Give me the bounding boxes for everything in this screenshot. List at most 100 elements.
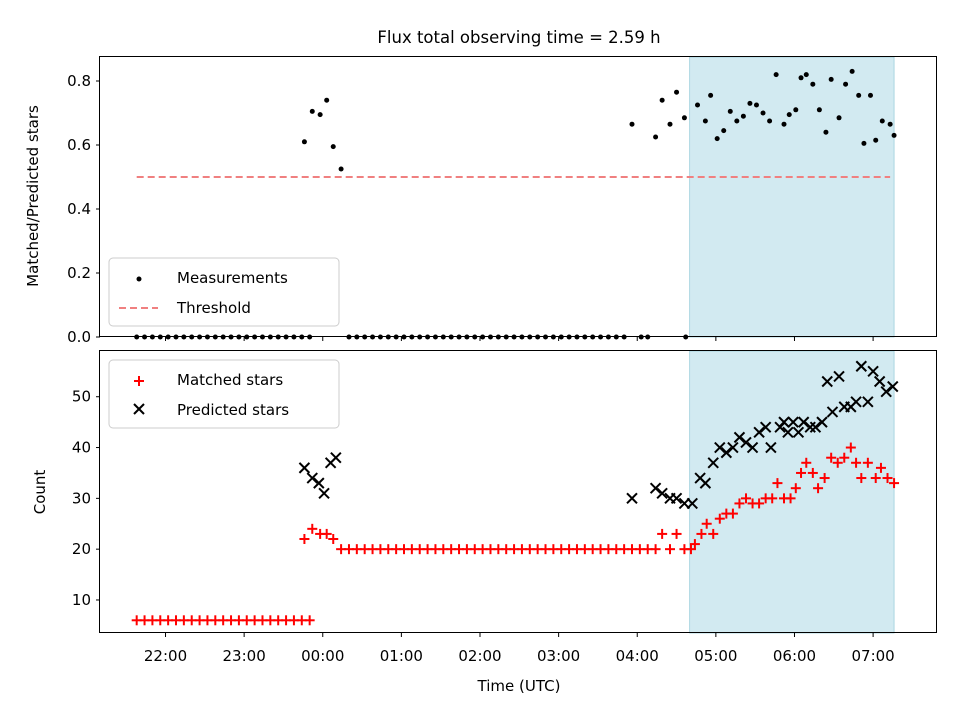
matched-star-point [862,457,873,468]
predicted-star-point [809,421,822,433]
measurement-point [301,139,307,145]
bottom-y-tick-label: 50 [72,388,91,406]
predicted-star-point [765,441,777,454]
bottom-y-tick-label: 40 [72,439,91,457]
matched-star-point [685,544,696,555]
bottom-y-tick-label: 30 [72,489,91,507]
x-tick-label: 00:00 [301,647,344,665]
matched-star-point [785,493,796,504]
predicted-star-point [782,426,794,439]
matched-star-point [889,478,900,489]
predicted-star-point [686,497,698,510]
measurement-point [695,102,701,108]
predicted-star-point [816,416,828,428]
x-tick-label: 22:00 [144,647,187,665]
matched-star-point [696,528,707,539]
top-y-tick-label: 0.0 [67,328,91,346]
legend-threshold-label: Threshold [176,299,251,317]
measurement-point [823,129,829,135]
predicted-star-point [804,421,816,433]
predicted-star-point [733,431,746,444]
measurement-point [781,121,787,127]
predicted-star-point [778,416,790,428]
matched-star-point [826,452,837,463]
x-tick-label: 06:00 [773,647,816,665]
matched-star-point [307,523,318,534]
matched-star-point [845,442,856,453]
x-tick-label: 03:00 [537,647,580,665]
matched-star-point [839,452,850,463]
measurement-point [810,81,816,87]
matched-star-point [801,457,812,468]
predicted-star-point [855,360,868,372]
matched-star-point [851,457,862,468]
measurement-point [793,107,799,113]
matched-star-point [790,483,801,494]
matched-star-point [321,528,332,539]
x-tick-label: 01:00 [380,647,423,665]
predicted-star-point [792,426,805,439]
matched-star-point [754,498,765,509]
matched-star-point [856,473,867,484]
measurement-point [309,108,315,114]
legend-matched-label: Matched stars [177,371,283,389]
predicted-star-point [313,477,325,489]
top-highlight-span [689,56,895,338]
measurement-point [816,107,822,113]
matched-star-point [741,493,751,504]
bottom-y-tick-label: 20 [72,540,91,558]
bottom-legend: Matched stars Predicted stars [108,359,340,429]
measurement-point [836,115,842,121]
measurement-point [324,97,330,103]
measurement-point [714,136,720,142]
top-x-axis-ticks [165,337,874,341]
measurement-point [702,118,708,124]
measurement-point [753,102,759,108]
predicted-star-point [850,396,862,408]
matched-star-point [832,457,843,468]
measurement-point [734,118,740,124]
predicted-star-point [306,472,318,484]
matched-star-point [813,483,824,494]
legend-measurements-label: Measurements [177,269,288,287]
measurement-point [843,81,849,87]
measurement-point [317,112,323,118]
matched-star-point [734,498,745,509]
predicted-star-point [873,375,886,388]
predicted-star-point [707,457,719,469]
predicted-star-point [720,446,733,459]
measurement-point [861,140,867,146]
measurement-point [887,121,893,127]
bottom-legend-box [108,359,340,429]
matched-star-point [772,478,783,489]
matched-star-point [870,473,881,484]
measurement-point [659,97,665,103]
measurement-point [786,112,792,118]
matched-star-point [727,508,738,519]
top-y-axis-ticks: 0.0 0.2 0.4 0.6 0.8 [67,72,100,346]
measurement-point [856,92,862,98]
predicted-star-point [826,406,839,418]
legend-measurements-marker [136,276,142,282]
measurement-point [653,134,659,140]
measurement-point [803,72,809,78]
measurement-point [760,110,766,116]
bottom-y-tick-label: 10 [72,591,91,609]
bottom-y-axis-ticks: 10 20 30 40 50 [72,388,100,609]
top-legend-box [108,257,340,327]
predicted-star-point [880,385,892,398]
legend-matched-marker [134,376,144,386]
matched-star-point [657,528,668,539]
measurement-point [338,166,344,172]
predicted-star-point [867,365,879,378]
x-tick-label: 05:00 [694,647,737,665]
x-tick-label: 07:00 [851,647,894,665]
top-y-tick-label: 0.4 [67,200,91,218]
predicted-star-point [753,426,765,439]
matched-star-point [650,544,661,555]
bottom-plot-frame [99,350,937,633]
predicted-star-point [887,380,899,393]
measurement-point [740,113,746,119]
matched-star-point [767,493,778,504]
predicted-star-point [318,487,330,499]
